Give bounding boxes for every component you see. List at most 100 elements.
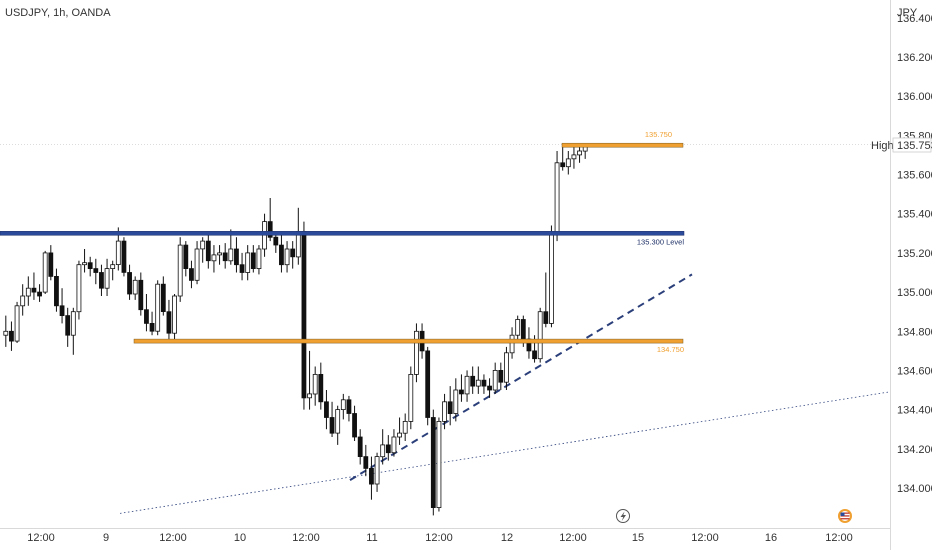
trendlines-layer [119, 273, 890, 514]
levels-layer-front: 135.750 135.300 Level 134.750 [0, 130, 684, 354]
x-tick-label: 15 [632, 532, 644, 544]
candle [571, 147, 577, 169]
candle [25, 276, 31, 306]
x-tick-label: 12 [501, 532, 513, 544]
x-tick-label: 11 [366, 532, 377, 544]
candle [273, 233, 279, 253]
candle [250, 245, 256, 273]
candle [183, 241, 189, 277]
candle [475, 366, 481, 394]
candle [290, 241, 296, 269]
candle [284, 241, 290, 273]
candle [504, 346, 509, 390]
candle [565, 151, 571, 175]
candle [442, 393, 447, 430]
candle [515, 315, 521, 343]
high-price-marker: High 135.753 [871, 137, 932, 153]
candle [430, 409, 436, 516]
y-tick-label: 136.200 [897, 52, 932, 64]
candle [194, 241, 200, 285]
candle [110, 260, 116, 281]
candle [132, 276, 138, 300]
candle [357, 429, 363, 465]
candle [470, 366, 476, 394]
candle [363, 444, 369, 477]
candle [414, 323, 419, 383]
price-axis[interactable]: 134.000 134.200 134.400 134.600 134.800 135.0… [897, 13, 932, 495]
candle [492, 362, 498, 394]
candle [37, 284, 42, 302]
level-135750[interactable] [561, 142, 684, 148]
level-134750[interactable] [133, 338, 684, 344]
candle [93, 258, 99, 285]
x-tick-label: 12:00 [27, 532, 55, 544]
x-tick-label: 12:00 [292, 532, 320, 544]
candle [9, 321, 14, 351]
candles-layer [3, 143, 588, 516]
candle [138, 272, 144, 316]
candle [245, 245, 251, 281]
candle [104, 258, 110, 296]
candle [560, 145, 566, 171]
candle [99, 264, 104, 296]
candle [340, 393, 346, 420]
candle [397, 417, 402, 445]
candle [48, 245, 54, 281]
candle [408, 366, 414, 430]
high-label: High [871, 140, 894, 152]
candle [20, 284, 26, 316]
dashed-trendline[interactable] [349, 273, 693, 481]
x-tick-label: 12:00 [691, 532, 719, 544]
y-tick-label: 134.000 [897, 483, 932, 495]
candle [222, 243, 228, 269]
candle [487, 378, 492, 398]
candle [200, 237, 206, 263]
candle [391, 429, 397, 457]
candle [70, 307, 76, 355]
candle [160, 276, 166, 316]
y-tick-label: 134.200 [897, 444, 932, 456]
time-axis[interactable]: 12:00 9 12:00 10 12:00 11 12:00 12 12:00 15 12:00 1… [27, 532, 853, 544]
candle [329, 401, 335, 437]
candle [318, 362, 324, 410]
candle [554, 151, 560, 242]
level-135300[interactable] [0, 231, 685, 236]
y-tick-label: 134.400 [897, 405, 932, 417]
x-tick-label: 12:00 [559, 532, 587, 544]
candle [385, 435, 391, 461]
dotted-trendline[interactable] [119, 391, 890, 514]
candle [31, 272, 37, 300]
candle [256, 245, 262, 275]
candle [234, 237, 239, 273]
candle [459, 374, 464, 402]
candle [65, 307, 71, 347]
candle [335, 405, 341, 445]
candle [312, 366, 318, 406]
candle [380, 429, 386, 465]
y-tick-label: 136.400 [897, 13, 932, 25]
candle [549, 225, 554, 328]
candle [42, 250, 48, 294]
symbol-label[interactable]: USDJPY, 1h, OANDA [5, 7, 111, 19]
y-tick-label: 134.600 [897, 365, 932, 377]
x-tick-label: 12:00 [159, 532, 187, 544]
candle [87, 256, 93, 277]
candle [543, 272, 549, 328]
x-tick-label: 12:00 [425, 532, 453, 544]
candle [352, 405, 357, 441]
candle [447, 386, 453, 426]
us-flag-icon[interactable] [838, 509, 852, 523]
candle [205, 233, 211, 269]
candle [3, 315, 9, 347]
high-value: 135.753 [897, 140, 932, 152]
x-tick-label: 16 [765, 532, 777, 544]
level-135750-label: 135.750 [645, 130, 672, 139]
candle [166, 299, 172, 340]
y-tick-label: 135.400 [897, 209, 932, 221]
y-tick-label: 135.000 [897, 287, 932, 299]
candle [464, 370, 470, 402]
lightning-icon[interactable] [616, 509, 630, 523]
candle [436, 417, 442, 512]
